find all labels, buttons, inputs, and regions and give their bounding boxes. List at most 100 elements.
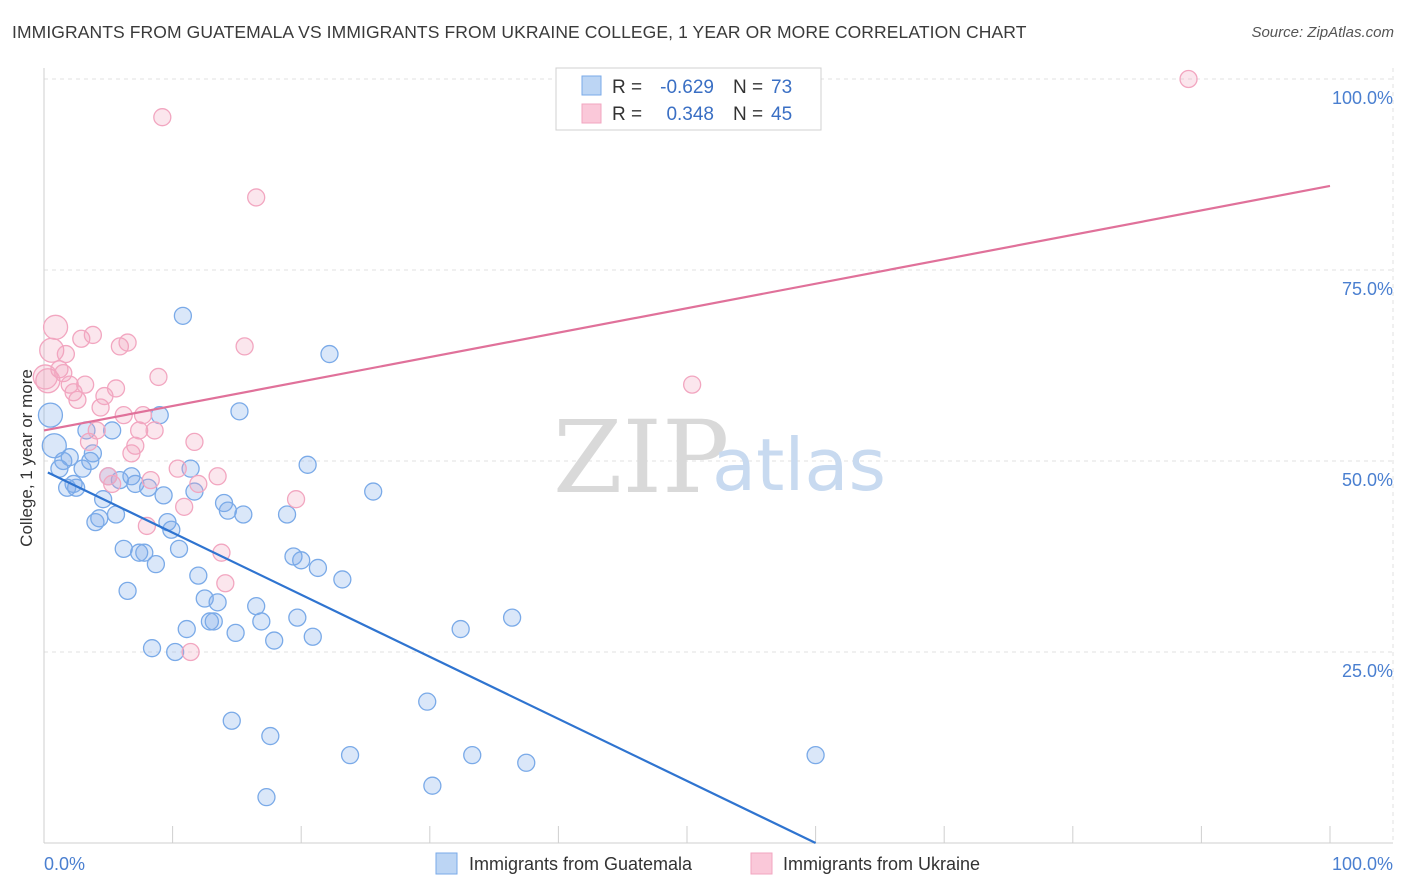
guatemala-point-5 (60, 448, 79, 467)
guatemala-point-23 (130, 543, 149, 562)
guatemala-point-20 (118, 581, 137, 601)
guatemala-point-36 (181, 459, 200, 478)
ukraine-point-42 (682, 375, 702, 394)
ukraine-point-9 (72, 329, 91, 348)
axes (43, 68, 1393, 844)
x-tick-label-left: 0.0% (44, 854, 85, 874)
watermark-atlas: atlas (712, 423, 886, 507)
guatemala-point-24 (135, 543, 154, 562)
guatemala-point-41 (204, 612, 223, 631)
guatemala-point-54 (277, 505, 297, 524)
ukraine-point-8 (68, 390, 87, 410)
ukraine-point-41 (286, 490, 306, 509)
guatemala-point-67 (451, 619, 470, 639)
ukraine-point-24 (130, 421, 149, 440)
ukraine-point-34 (185, 432, 204, 452)
guatemala-point-57 (292, 551, 311, 570)
ukraine-point-5 (56, 344, 76, 364)
y-tick-label-1: 50.0% (1342, 470, 1393, 490)
legend-series-ukraine: Immigrants from Ukraine (783, 854, 980, 874)
guatemala-point-48 (234, 505, 253, 524)
y-tick-label-3: 100.0% (1332, 88, 1393, 108)
guatemala-point-49 (247, 597, 266, 616)
legend-r-label-1: R = (612, 77, 642, 98)
guatemala-point-45 (222, 711, 241, 730)
ukraine-point-31 (168, 459, 187, 478)
stats-legend: R = -0.629 N = 73 R = 0.348 N = 45 (555, 67, 822, 131)
guatemala-point-46 (226, 623, 245, 643)
guatemala-point-65 (418, 692, 437, 711)
source-credit: Source: ZipAtlas.com (1251, 24, 1394, 41)
bottom-swatch-ukraine (750, 852, 773, 875)
legend-r-value-2: 0.348 (666, 104, 714, 125)
ukraine-point-39 (235, 337, 254, 356)
guatemala-point-40 (200, 612, 220, 631)
guatemala-point-53 (265, 631, 284, 650)
ukraine-point-21 (118, 333, 137, 352)
guatemala-point-34 (173, 306, 193, 325)
guatemala-point-62 (333, 570, 352, 589)
ukraine-point-10 (76, 375, 95, 394)
guatemala-point-68 (463, 745, 482, 765)
guatemala-point-19 (114, 539, 133, 559)
ukraine-point-27 (141, 470, 160, 490)
legend-n-label-2: N = (733, 104, 763, 125)
guatemala-point-29 (154, 486, 173, 505)
trend-lines (43, 184, 1331, 844)
guatemala-point-64 (364, 482, 383, 501)
guatemala-point-44 (218, 501, 238, 520)
ukraine-point-12 (83, 325, 103, 345)
ukraine-point-30 (153, 108, 172, 127)
legend-series-guatemala: Immigrants from Guatemala (469, 854, 693, 874)
guatemala-point-1 (41, 433, 67, 459)
guatemala-point-56 (288, 608, 307, 627)
guatemala-point-69 (502, 608, 522, 627)
ukraine-point-33 (181, 642, 200, 662)
ukraine-point-40 (247, 188, 266, 207)
series-legend: Immigrants from Guatemala Immigrants fro… (435, 852, 980, 875)
data-points (32, 69, 1198, 807)
guatemala-point-42 (208, 593, 227, 612)
guatemala-point-60 (308, 558, 328, 578)
ukraine-point-14 (91, 398, 110, 417)
ukraine-point-17 (103, 474, 122, 494)
ukraine-point-35 (189, 474, 208, 494)
guatemala-point-13 (90, 509, 109, 528)
guatemala-trend-line (47, 471, 817, 844)
guatemala-point-11 (83, 444, 103, 463)
guatemala-point-38 (189, 566, 208, 585)
guatemala-point-52 (261, 726, 280, 746)
ukraine-point-29 (149, 367, 168, 387)
guatemala-point-16 (103, 421, 122, 440)
guatemala-point-8 (73, 459, 92, 478)
tick-labels: 25.0% 50.0% 75.0% 100.0% 0.0% 100.0% (44, 88, 1393, 874)
guatemala-point-71 (806, 745, 825, 765)
guatemala-point-27 (146, 554, 166, 574)
legend-r-value-1: -0.629 (660, 77, 714, 98)
watermark-zip: ZIP (553, 399, 729, 516)
guatemala-point-63 (340, 745, 360, 765)
legend-n-value-2: 45 (771, 104, 792, 125)
guatemala-point-50 (252, 612, 271, 631)
ukraine-point-25 (133, 406, 153, 425)
ukraine-trend-line (43, 184, 1331, 432)
y-axis-label: College, 1 year or more (17, 369, 36, 547)
ukraine-point-44 (32, 364, 58, 390)
guatemala-point-70 (517, 753, 536, 772)
ukraine-point-43 (1179, 69, 1198, 89)
guatemala-point-61 (320, 344, 339, 364)
ukraine-point-2 (42, 314, 69, 340)
legend-n-value-1: 73 (771, 77, 792, 98)
ukraine-point-38 (216, 574, 235, 593)
guatemala-point-33 (169, 539, 189, 559)
guatemala-point-59 (303, 627, 322, 646)
x-tick-label-right: 100.0% (1332, 854, 1393, 874)
ukraine-point-13 (87, 421, 106, 440)
legend-swatch-guatemala (581, 75, 602, 96)
ukraine-point-18 (106, 379, 126, 398)
chart-title: IMMIGRANTS FROM GUATEMALA VS IMMIGRANTS … (12, 22, 1027, 42)
ukraine-point-32 (175, 497, 194, 516)
guatemala-point-26 (142, 639, 162, 658)
ukraine-point-36 (208, 467, 227, 486)
